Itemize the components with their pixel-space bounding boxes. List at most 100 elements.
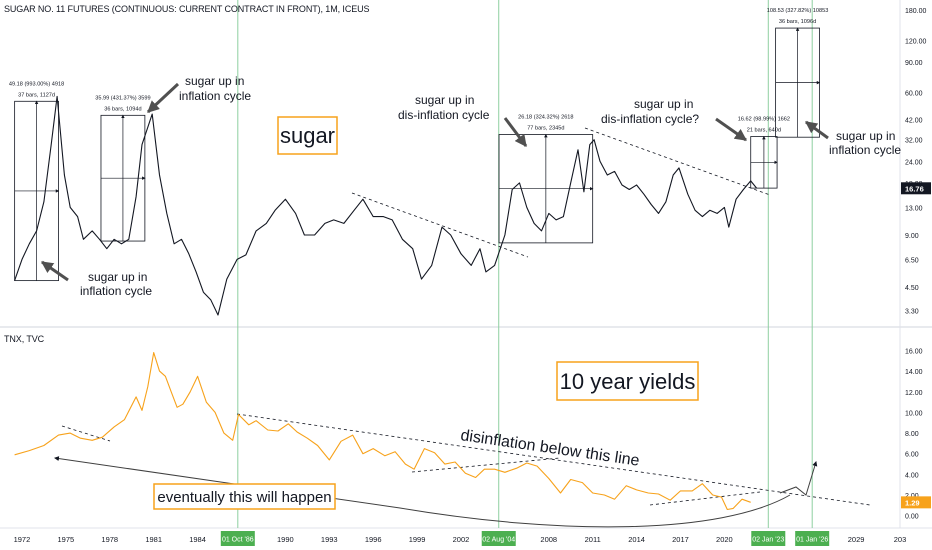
sugar-pane-title[interactable]: SUGAR NO. 11 FUTURES (CONTINUOUS: CURREN… [4,4,370,14]
yield-tick-label: 6.00 [905,452,919,459]
sugar-downtrend-2[interactable] [584,127,771,196]
eventually-label: eventually this will happen [157,489,331,506]
measure-box-2[interactable]: 26.18 (324.32%) 2618 77 bars, 2345d [498,115,594,244]
sugar-tick-label: 32.00 [905,138,923,145]
annotation-line-2: inflation cycle [80,284,152,298]
time-marker-label: 01 Jan '26 [796,537,828,544]
annotation-line-1: sugar up in [836,129,895,143]
yields-label-box[interactable]: 10 year yields [556,361,699,401]
time-tick-label: 1978 [101,535,118,544]
yield-pane-title[interactable]: TNX, TVC [4,334,45,344]
time-marker-0[interactable]: 01 Oct '86 [220,531,255,546]
yield-recent-trend[interactable] [649,491,761,506]
time-axis[interactable]: 1972197519781981198419871990199319961999… [14,531,907,546]
annotation-line-1: sugar up in [415,93,474,107]
sugar-tick-label: 9.00 [905,233,919,240]
arrow-disinflation-q[interactable] [715,117,747,142]
annotation-disinflation-line[interactable]: disinflation below this line [459,427,640,470]
sugar-label-box[interactable]: sugar [277,116,338,155]
annotation-sugar-up-disinflation[interactable]: sugar up in dis-inflation cycle [398,93,490,122]
time-tick-label: 1981 [145,535,162,544]
sugar-tick-label: 180.00 [905,8,927,15]
annotation-line-1: sugar up in [185,74,244,88]
sugar-tick-label: 120.00 [905,39,927,46]
annotation-line-2: inflation cycle [829,143,901,157]
yield-projection-arrow[interactable] [779,461,818,496]
arrow-inflation-1[interactable] [41,260,69,282]
sugar-tick-label: 90.00 [905,60,923,67]
sugar-label: sugar [280,123,335,148]
time-marker-3[interactable]: 01 Jan '26 [795,531,830,546]
annotation-sugar-up-inflation-1[interactable]: sugar up in inflation cycle [80,270,152,298]
annotation-sugar-up-inflation-2[interactable]: sugar up in inflation cycle [179,74,251,103]
yield-tick-label: 14.00 [905,369,923,376]
yields-label-frame [556,361,699,401]
time-tick-label: 2011 [585,535,601,544]
time-marker-2[interactable]: 02 Jan '23 [751,531,786,546]
time-marker-bg [481,531,516,546]
eventually-curve-arrow[interactable] [54,456,791,528]
time-tick-label: 1984 [189,535,206,544]
annotation-sugar-up-inflation-3[interactable]: sugar up in inflation cycle [829,129,901,157]
time-tick-label: 2029 [848,535,865,544]
yield-tick-label: 12.00 [905,390,923,397]
annotation-line-1: sugar up in [88,270,147,284]
sugar-label-frame [277,116,338,155]
time-marker-1[interactable]: 02 Aug '04 [481,531,516,546]
measure-box-stats: 16.62 (98.99%) 1662 [738,117,790,123]
yield-last-value: 1.29 [901,496,931,509]
yield-tick-label: 8.00 [905,431,919,438]
sugar-last-value-text: 16.76 [905,184,924,193]
yield-mid-trend[interactable] [411,457,561,473]
yield-tick-label: 0.00 [905,514,919,521]
arrow-inflation-3[interactable] [805,120,829,140]
time-tick-label: 1993 [321,535,338,544]
measure-box-0[interactable]: 49.18 (993.00%) 4918 37 bars, 1127d [9,81,64,282]
yield-line[interactable] [14,352,751,511]
yield-downtrend[interactable] [236,413,871,506]
yield-tick-label: 16.00 [905,348,923,355]
time-marker-label: 01 Oct '86 [222,537,254,544]
measure-box-bars: 37 bars, 1127d [18,92,55,98]
sugar-price-scale[interactable]: 180.00120.0090.0060.0042.0032.0024.0018.… [905,8,927,315]
annotation-line-1: sugar up in [634,97,693,111]
yield-last-value-text: 1.29 [905,498,920,507]
sugar-tick-label: 6.50 [905,257,919,264]
sugar-tick-label: 24.00 [905,159,923,166]
time-tick-label: 1972 [14,535,31,544]
sugar-downtrend-1[interactable] [351,192,529,258]
measure-box-bars: 77 bars, 2345d [527,126,564,132]
time-tick-label: 1996 [365,535,382,544]
measure-box-bars: 36 bars, 1096d [779,19,816,25]
sugar-tick-label: 4.50 [905,285,919,292]
time-marker-bg [220,531,255,546]
sugar-tick-label: 13.00 [905,205,923,212]
arrow-disinflation[interactable] [503,117,528,147]
yield-tick-label: 10.00 [905,410,923,417]
yields-label: 10 year yields [560,369,696,394]
time-tick-label: 2014 [628,535,645,544]
arrow-inflation-2[interactable] [146,82,180,114]
yield-series [14,352,751,511]
measure-box-4[interactable]: 108.53 (327.82%) 10853 36 bars, 1096d [767,8,829,138]
measure-box-stats: 108.53 (327.82%) 10853 [767,8,829,14]
trend-lines [61,127,871,506]
time-tick-label: 2008 [540,535,557,544]
yield-last-value-bg [901,496,931,509]
annotation-sugar-up-disinflation-question[interactable]: sugar up in dis-inflation cycle? [601,97,699,126]
time-marker-bg [795,531,830,546]
measure-box-3[interactable]: 16.62 (98.99%) 1662 21 bars, 640d [738,117,790,189]
time-tick-label: 1999 [409,535,426,544]
date-marker-lines [237,0,813,528]
time-marker-label: 02 Aug '04 [482,537,515,544]
annotation-line-2: dis-inflation cycle? [601,112,699,126]
eventually-label-box[interactable]: eventually this will happen [153,483,336,510]
time-marker-bg [751,531,786,546]
sugar-tick-label: 3.30 [905,308,919,315]
sugar-tick-label: 60.00 [905,91,923,98]
measure-box-1[interactable]: 35.99 (431.37%) 3599 36 bars, 1094d [95,95,151,242]
sugar-price-line[interactable] [14,95,758,316]
yield-trend-early[interactable] [61,425,111,442]
